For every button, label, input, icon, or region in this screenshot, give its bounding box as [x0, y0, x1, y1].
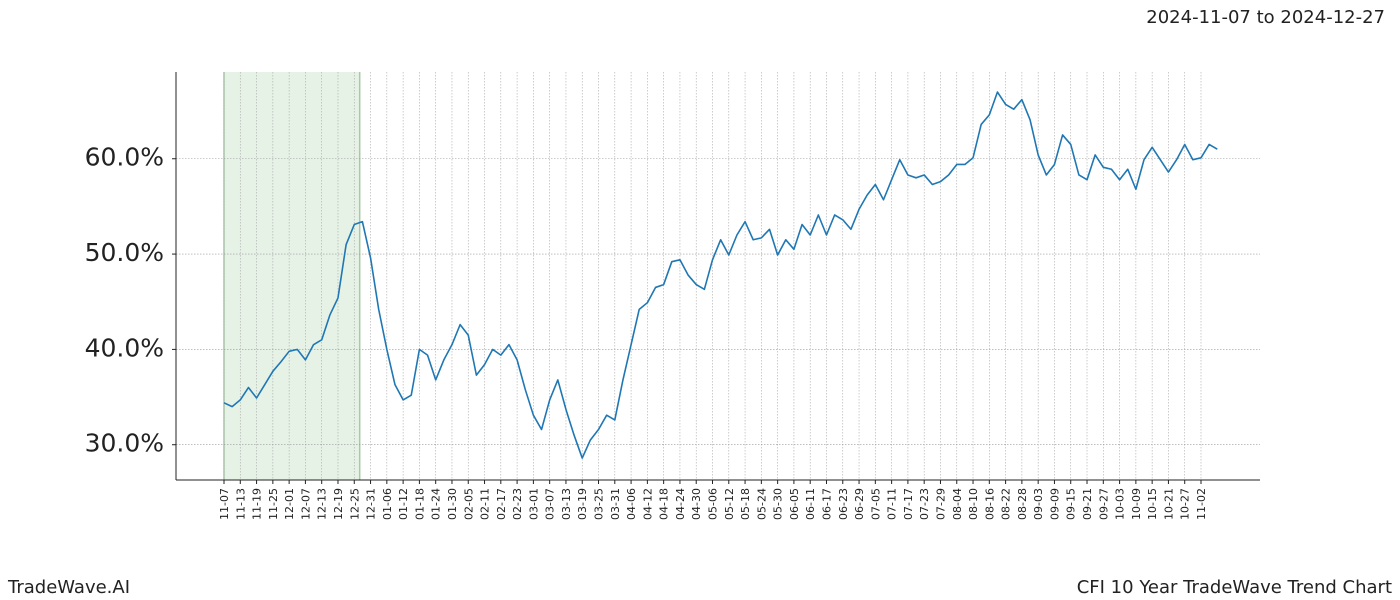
x-tick-label: 05-12: [723, 488, 736, 520]
y-tick-label: 50.0%: [85, 238, 164, 267]
x-tick-label: 10-21: [1162, 488, 1175, 520]
x-tick-label: 07-05: [869, 488, 882, 520]
x-tick-label: 10-27: [1179, 488, 1192, 520]
x-tick-label: 08-16: [983, 488, 996, 520]
x-tick-label: 07-11: [886, 488, 899, 520]
x-tick-label: 02-05: [462, 488, 475, 520]
x-tick-label: 10-03: [1114, 488, 1127, 520]
x-tick-label: 01-30: [446, 488, 459, 520]
data-line: [223, 91, 1218, 459]
x-tick-label: 12-01: [283, 488, 296, 520]
x-tick-label: 11-07: [218, 488, 231, 520]
x-tick-label: 11-25: [267, 488, 280, 520]
footer-left: TradeWave.AI: [7, 577, 130, 598]
x-tick-label: 07-23: [918, 488, 931, 520]
x-tick-label: 05-18: [739, 488, 752, 520]
x-tick-label: 12-19: [332, 488, 345, 520]
x-tick-label: 06-05: [788, 488, 801, 520]
x-tick-label: 10-15: [1146, 488, 1159, 520]
x-tick-label: 03-13: [560, 488, 573, 520]
y-tick-label: 40.0%: [85, 333, 164, 362]
x-tick-label: 04-12: [641, 488, 654, 520]
x-tick-label: 04-24: [674, 488, 687, 520]
x-tick-label: 12-25: [348, 488, 361, 520]
x-tick-label: 02-17: [495, 488, 508, 520]
x-tick-label: 04-06: [625, 488, 638, 520]
x-tick-label: 09-03: [1032, 488, 1045, 520]
x-tick-label: 09-09: [1048, 488, 1061, 520]
x-tick-label: 11-19: [251, 488, 264, 520]
x-tick-label: 04-18: [658, 488, 671, 520]
x-tick-label: 03-31: [609, 488, 622, 520]
x-tick-label: 06-11: [804, 488, 817, 520]
x-tick-label: 08-28: [1016, 488, 1029, 520]
x-tick-label: 08-04: [951, 488, 964, 520]
x-tick-label: 10-09: [1130, 488, 1143, 520]
y-tick-label: 60.0%: [85, 143, 164, 172]
x-tick-label: 01-18: [413, 488, 426, 520]
y-tick-label: 30.0%: [85, 429, 164, 458]
x-tick-label: 09-27: [1097, 488, 1110, 520]
x-tick-label: 01-12: [397, 488, 410, 520]
x-tick-label: 12-31: [365, 488, 378, 520]
x-tick-label: 06-17: [820, 488, 833, 520]
x-tick-label: 09-15: [1065, 488, 1078, 520]
footer-right: CFI 10 Year TradeWave Trend Chart: [1077, 577, 1392, 598]
x-tick-label: 09-21: [1081, 488, 1094, 520]
x-tick-label: 11-02: [1195, 488, 1208, 520]
highlight-span: [224, 72, 360, 480]
x-tick-label: 07-17: [902, 488, 915, 520]
x-tick-label: 05-24: [755, 488, 768, 520]
x-tick-label: 11-13: [234, 488, 247, 520]
x-tick-label: 03-25: [593, 488, 606, 520]
x-tick-label: 06-23: [837, 488, 850, 520]
x-tick-label: 03-07: [544, 488, 557, 520]
x-tick-label: 03-01: [527, 488, 540, 520]
x-tick-label: 01-06: [381, 488, 394, 520]
x-tick-label: 02-11: [479, 488, 492, 520]
x-tick-label: 07-29: [934, 488, 947, 520]
subtitle: 2024-11-07 to 2024-12-27: [1146, 7, 1385, 28]
x-tick-label: 08-10: [967, 488, 980, 520]
x-tick-label: 04-30: [690, 488, 703, 520]
x-tick-label: 03-19: [576, 488, 589, 520]
x-tick-label: 08-22: [1000, 488, 1013, 520]
x-tick-label: 12-13: [316, 488, 329, 520]
x-tick-label: 01-24: [430, 488, 443, 520]
x-tick-label: 05-30: [772, 488, 785, 520]
x-tick-label: 05-06: [707, 488, 720, 520]
x-tick-label: 12-07: [299, 488, 312, 520]
x-tick-label: 02-23: [511, 488, 524, 520]
x-tick-label: 06-29: [853, 488, 866, 520]
